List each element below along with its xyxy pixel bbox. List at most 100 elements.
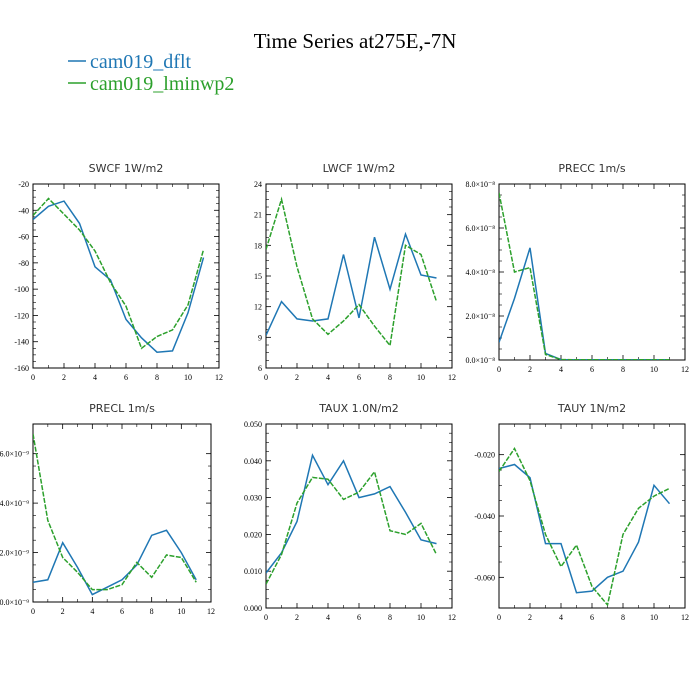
x-tick-label: 10 (184, 373, 192, 382)
y-tick-label: 4.0×10⁻⁹ (0, 499, 29, 508)
series-line-dflt (33, 200, 205, 353)
y-tick-label: 6.0×10⁻⁹ (0, 450, 29, 459)
x-tick-label: 12 (681, 613, 689, 622)
x-tick-label: 8 (621, 613, 625, 622)
y-tick-label: 9 (258, 333, 262, 342)
x-tick-label: 4 (326, 613, 330, 622)
panel-4: TAUX 1.0N/m2 0 2 4 6 8 10 12 0.000 0.010 0.020 0.03… (244, 402, 456, 622)
y-tick-label: -40 (18, 206, 29, 215)
x-tick-label: 0 (264, 373, 268, 382)
y-tick-label: 0.000 (244, 604, 262, 613)
y-tick-label: -100 (14, 285, 29, 294)
y-tick-label: 0.040 (244, 457, 262, 466)
x-tick-label: 6 (124, 373, 128, 382)
x-tick-label: 8 (388, 373, 392, 382)
x-tick-label: 10 (177, 607, 185, 616)
x-tick-label: 12 (207, 607, 215, 616)
panel-2: PRECC 1m/s 0 2 4 6 8 10 12 0.0×10⁻⁸ 2.0×10⁻⁸ 4.0×1… (465, 162, 689, 374)
x-tick-label: 8 (388, 613, 392, 622)
x-tick-label: 10 (650, 613, 658, 622)
x-tick-label: 4 (90, 607, 94, 616)
x-tick-label: 12 (215, 373, 223, 382)
panel-0: SWCF 1W/m2 0 2 4 6 8 10 12 -160 -140 -120 -100 -80 -6… (14, 162, 223, 382)
x-tick-label: 2 (62, 373, 66, 382)
panel-title: TAUX 1.0N/m2 (318, 402, 399, 415)
x-tick-label: 6 (590, 365, 594, 374)
figure-title: Time Series at275E,-7N (254, 29, 457, 53)
x-tick-label: 4 (559, 613, 563, 622)
x-tick-label: 12 (448, 373, 456, 382)
series-line-lminwp2 (33, 433, 197, 591)
y-tick-label: -120 (14, 311, 29, 320)
series-line-dflt (499, 463, 671, 594)
y-tick-label: -0.060 (474, 573, 495, 582)
x-tick-label: 6 (357, 613, 361, 622)
series-line-dflt (266, 231, 437, 336)
x-tick-label: 2 (295, 373, 299, 382)
series-line-dflt (266, 453, 437, 574)
y-tick-label: -20 (18, 180, 29, 189)
x-tick-label: 0 (497, 365, 501, 374)
series-line-lminwp2 (33, 197, 205, 350)
y-tick-label: 6 (258, 364, 262, 373)
x-tick-label: 2 (528, 613, 532, 622)
axes-frame (498, 183, 686, 361)
x-tick-label: 10 (417, 613, 425, 622)
x-tick-label: 4 (559, 365, 563, 374)
panel-title: LWCF 1W/m2 (323, 162, 396, 175)
legend-label-lminwp2: cam019_lminwp2 (90, 73, 234, 95)
x-tick-label: 0 (31, 373, 35, 382)
y-tick-label: -140 (14, 338, 29, 347)
y-tick-label: 15 (254, 272, 262, 281)
y-tick-label: 6.0×10⁻⁸ (465, 224, 495, 233)
y-tick-label: 0.050 (244, 420, 262, 429)
y-tick-label: 12 (254, 303, 262, 312)
panel-title: PRECL 1m/s (89, 402, 155, 415)
y-tick-label: 0.010 (244, 567, 262, 576)
x-tick-label: 0 (497, 613, 501, 622)
y-tick-label: 0.020 (244, 530, 262, 539)
panel-title: PRECC 1m/s (558, 162, 626, 175)
legend: cam019_dflt cam019_lminwp2 (68, 51, 234, 95)
series-line-lminwp2 (499, 446, 670, 607)
x-tick-label: 2 (295, 613, 299, 622)
x-tick-label: 4 (93, 373, 97, 382)
legend-label-dflt: cam019_dflt (90, 51, 192, 73)
y-tick-label: 24 (254, 180, 262, 189)
y-tick-label: 0.0×10⁻⁸ (465, 356, 495, 365)
x-tick-label: 6 (590, 613, 594, 622)
y-tick-label: 4.0×10⁻⁸ (465, 268, 495, 277)
x-tick-label: 8 (621, 365, 625, 374)
x-tick-label: 4 (326, 373, 330, 382)
x-tick-label: 0 (264, 613, 268, 622)
x-tick-label: 2 (528, 365, 532, 374)
series-line-lminwp2 (266, 470, 438, 585)
y-tick-label: -0.020 (474, 451, 495, 460)
x-tick-label: 8 (155, 373, 159, 382)
series-line-dflt (33, 529, 197, 596)
x-tick-label: 10 (650, 365, 658, 374)
panel-title: SWCF 1W/m2 (89, 162, 164, 175)
x-tick-label: 6 (357, 373, 361, 382)
y-tick-label: 2.0×10⁻⁹ (0, 549, 29, 558)
x-tick-label: 12 (681, 365, 689, 374)
series-line-dflt (499, 247, 670, 360)
x-tick-label: 0 (31, 607, 35, 616)
panel-5: TAUY 1N/m2 0 2 4 6 8 10 12 -0.060 -0.040 -0.020 (474, 402, 689, 622)
y-tick-label: 18 (254, 241, 262, 250)
y-tick-label: 0.030 (244, 494, 262, 503)
panel-3: PRECL 1m/s 0 2 4 6 8 10 12 0.0×10⁻⁹ 2.0×10⁻⁹ 4.0×1… (0, 402, 215, 616)
series-line-lminwp2 (499, 192, 670, 360)
y-tick-label: 8.0×10⁻⁸ (465, 180, 495, 189)
y-tick-label: -60 (18, 233, 29, 242)
x-tick-label: 8 (150, 607, 154, 616)
y-tick-label: 2.0×10⁻⁸ (465, 312, 495, 321)
x-tick-label: 10 (417, 373, 425, 382)
x-tick-label: 12 (448, 613, 456, 622)
y-tick-label: -0.040 (474, 512, 495, 521)
y-tick-label: 21 (254, 211, 262, 220)
panel-title: TAUY 1N/m2 (557, 402, 626, 415)
y-tick-label: 0.0×10⁻⁹ (0, 598, 29, 607)
